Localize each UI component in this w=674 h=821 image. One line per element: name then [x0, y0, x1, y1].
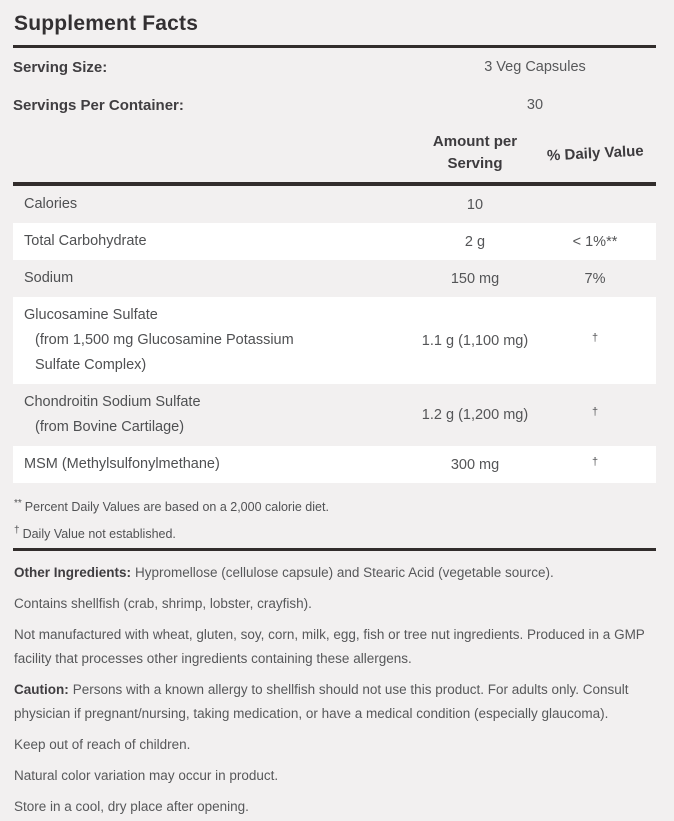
nutrient-amount-cell: 10: [466, 196, 484, 213]
nutrient-amount-cell: 300 mg: [450, 456, 500, 473]
nutrient-row: Calories 10: [13, 186, 656, 223]
nutrient-row: Total Carbohydrate 2 g < 1%**: [13, 223, 656, 260]
nutrient-name-cell: MSM (Methylsulfonylmethane): [13, 446, 390, 483]
daily-value-header: % Daily Value: [546, 141, 645, 165]
paragraph-text: Contains shellfish (crab, shrimp, lobste…: [14, 596, 312, 612]
nutrient-daily-value-cell: †: [591, 455, 599, 468]
nutrient-daily-value-cell: †: [591, 406, 599, 418]
paragraph-text: Store in a cool, dry place after opening…: [14, 799, 249, 815]
paragraph-text: Keep out of reach of children.: [14, 737, 191, 753]
nutrient-name-line: MSM (Methylsulfonylmethane): [24, 456, 220, 472]
paragraph-text: Persons with a known allergy to shellfis…: [14, 682, 629, 722]
nutrient-amount-cell: 1.2 g (1,200 mg): [421, 407, 529, 423]
contains-shellfish-paragraph: Contains shellfish (crab, shrimp, lobste…: [14, 592, 656, 616]
nutrient-row: Glucosamine Sulfate (from 1,500 mg Glucos…: [13, 297, 656, 384]
nutrient-daily-value-cell: †: [591, 331, 599, 344]
nutrient-name-line: Total Carbohydrate: [24, 233, 147, 249]
servings-per-container-row: Servings Per Container: 30: [13, 86, 656, 124]
nutrient-row: Chondroitin Sodium Sulfate (from Bovine C…: [13, 384, 656, 446]
nutrient-name-line: Glucosamine Sulfate: [24, 307, 158, 323]
section-divider: [13, 548, 656, 552]
paragraph-label: Caution:: [14, 682, 69, 698]
nutrient-rows: Calories 10 Total Carbohydrate 2 g < 1%*…: [13, 186, 656, 483]
storage-paragraph: Store in a cool, dry place after opening…: [14, 795, 656, 819]
nutrient-name-line: Sulfate Complex): [35, 357, 147, 373]
title-divider: [13, 45, 656, 48]
nutrient-name-line: (from 1,500 mg Glucosamine Potassium: [35, 332, 294, 348]
footnote-symbol: †: [14, 525, 20, 537]
serving-size-row: Serving Size: 3 Veg Capsules: [13, 48, 656, 86]
nutrient-amount-cell: 2 g: [464, 233, 486, 250]
serving-size-value: 3 Veg Capsules: [484, 59, 586, 75]
nutrient-name-cell: Sodium: [13, 260, 390, 297]
paragraph-text: Not manufactured with wheat, gluten, soy…: [14, 627, 645, 667]
footnote-text: Daily Value not established.: [22, 527, 176, 542]
amount-per-serving-header: Amount per Serving: [390, 131, 560, 175]
footnote-daily-values: ** Percent Daily Values are based on a 2,…: [14, 492, 656, 519]
table-column-headers: Amount per Serving % Daily Value: [13, 124, 656, 182]
footnote-text: Percent Daily Values are based on a 2,00…: [24, 500, 329, 515]
nutrient-name-cell: Calories: [13, 186, 390, 223]
nutrient-row: Sodium 150 mg 7%: [13, 260, 656, 297]
header-divider: [13, 182, 656, 186]
paragraph-text: Natural color variation may occur in pro…: [14, 768, 279, 784]
nutrient-name-line: Calories: [24, 196, 78, 212]
footnote-dv-not-established: † Daily Value not established.: [14, 519, 656, 546]
amount-per-serving-header-text: Amount per Serving: [432, 133, 518, 172]
footnotes: ** Percent Daily Values are based on a 2,…: [13, 483, 656, 548]
serving-info: Serving Size: 3 Veg Capsules Servings Pe…: [13, 48, 656, 124]
nutrient-name-line: (from Bovine Cartilage): [35, 419, 185, 435]
servings-per-container-value: 30: [526, 97, 544, 113]
nutrient-daily-value-cell: 7%: [584, 270, 606, 287]
keep-out-of-reach-paragraph: Keep out of reach of children.: [14, 733, 656, 757]
nutrient-name-cell: Chondroitin Sodium Sulfate (from Bovine C…: [13, 384, 390, 446]
label-title: Supplement Facts: [14, 12, 199, 35]
paragraph-text: Hypromellose (cellulose capsule) and Ste…: [135, 565, 554, 581]
color-variation-paragraph: Natural color variation may occur in pro…: [14, 764, 656, 788]
nutrient-name-cell: Total Carbohydrate: [13, 223, 390, 260]
caution-paragraph: Caution: Persons with a known allergy to …: [14, 678, 656, 726]
nutrient-name-line: Sodium: [24, 270, 74, 286]
nutrient-name-line: Chondroitin Sodium Sulfate: [24, 394, 201, 410]
nutrient-name-cell: Glucosamine Sulfate (from 1,500 mg Glucos…: [13, 297, 390, 384]
nutrient-amount-cell: 150 mg: [450, 270, 500, 287]
paragraph-label: Other Ingredients:: [14, 565, 132, 581]
allergen-paragraph: Not manufactured with wheat, gluten, soy…: [14, 623, 656, 671]
nutrient-daily-value-cell: < 1%**: [572, 233, 618, 250]
other-ingredients-paragraph: Other Ingredients: Hypromellose (cellulos…: [14, 561, 656, 585]
nutrient-row: MSM (Methylsulfonylmethane) 300 mg †: [13, 446, 656, 483]
serving-size-label: Serving Size:: [13, 58, 108, 76]
other-information: Other Ingredients: Hypromellose (cellulos…: [13, 551, 656, 819]
servings-per-container-label: Servings Per Container:: [13, 96, 184, 114]
footnote-symbol: **: [14, 498, 22, 509]
nutrient-amount-cell: 1.1 g (1,100 mg): [421, 332, 529, 349]
